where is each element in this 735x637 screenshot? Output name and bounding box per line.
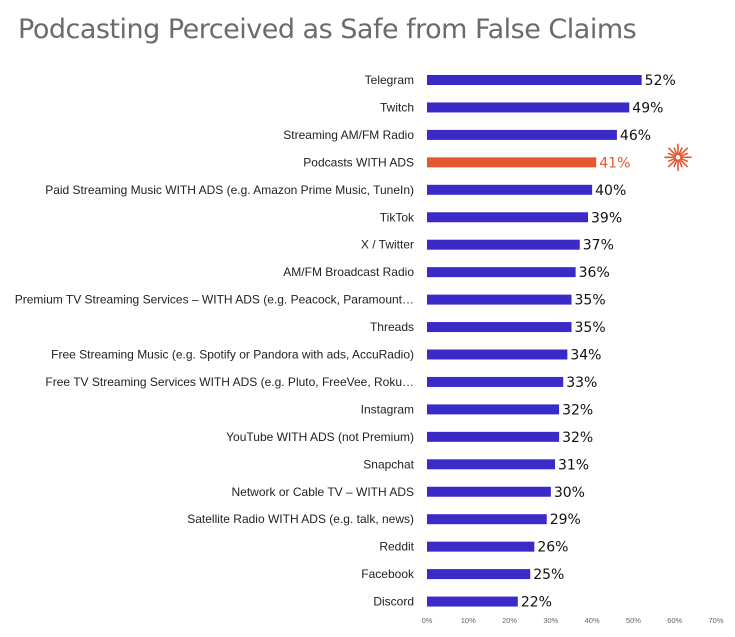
category-label: Facebook xyxy=(361,567,415,581)
value-label: 49% xyxy=(632,100,663,116)
starburst-icon xyxy=(664,143,692,172)
category-label: Satellite Radio WITH ADS (e.g. talk, new… xyxy=(187,512,414,526)
bar xyxy=(427,596,518,607)
value-label: 40% xyxy=(595,183,626,199)
category-label: Podcasts WITH ADS xyxy=(303,155,414,169)
category-label: Twitch xyxy=(380,100,414,114)
bar xyxy=(427,129,617,140)
bar xyxy=(427,486,551,497)
bar xyxy=(427,569,531,580)
category-label: TikTok xyxy=(380,210,415,224)
bar xyxy=(427,102,630,113)
value-label: 32% xyxy=(562,430,593,446)
category-label: Paid Streaming Music WITH ADS (e.g. Amaz… xyxy=(45,183,414,197)
bar xyxy=(427,459,555,470)
bar xyxy=(427,157,597,168)
category-label: Discord xyxy=(373,595,414,609)
category-label: Streaming AM/FM Radio xyxy=(283,128,414,142)
bar xyxy=(427,349,568,360)
value-label: 29% xyxy=(550,512,581,528)
bar xyxy=(427,184,593,195)
value-label: 30% xyxy=(554,485,585,501)
category-label: Free Streaming Music (e.g. Spotify or Pa… xyxy=(51,348,414,362)
category-label: AM/FM Broadcast Radio xyxy=(283,265,414,279)
category-label: Threads xyxy=(370,320,414,334)
value-label: 36% xyxy=(579,265,610,281)
category-label: Snapchat xyxy=(363,457,414,471)
bar xyxy=(427,322,572,333)
value-label: 32% xyxy=(562,402,593,418)
value-label: 52% xyxy=(645,73,676,89)
x-tick-label: 50% xyxy=(626,616,641,625)
value-label: 35% xyxy=(575,293,606,309)
category-label: Network or Cable TV – WITH ADS xyxy=(232,485,415,499)
x-tick-label: 0% xyxy=(422,616,433,625)
category-label: YouTube WITH ADS (not Premium) xyxy=(226,430,414,444)
bar xyxy=(427,75,642,85)
value-label: 37% xyxy=(583,238,614,254)
value-label: 33% xyxy=(566,375,597,391)
bar xyxy=(427,239,580,250)
value-label: 41% xyxy=(599,155,630,171)
value-label: 46% xyxy=(620,128,651,144)
value-label: 25% xyxy=(533,567,564,583)
x-tick-label: 10% xyxy=(461,616,476,625)
bar xyxy=(427,431,560,442)
bar xyxy=(427,514,547,525)
value-label: 31% xyxy=(558,457,589,473)
bar xyxy=(427,294,572,305)
category-label: Instagram xyxy=(361,402,414,416)
x-tick-label: 30% xyxy=(543,616,558,625)
bar xyxy=(427,212,589,223)
value-label: 35% xyxy=(575,320,606,336)
value-label: 39% xyxy=(591,210,622,226)
value-label: 34% xyxy=(570,348,601,364)
x-tick-label: 70% xyxy=(708,616,723,625)
value-label: 22% xyxy=(521,595,552,611)
bar xyxy=(427,404,560,415)
bar xyxy=(427,376,564,387)
category-label: Premium TV Streaming Services – WITH ADS… xyxy=(15,293,414,307)
category-label: Free TV Streaming Services WITH ADS (e.g… xyxy=(45,375,414,389)
x-tick-label: 40% xyxy=(585,616,600,625)
category-label: Telegram xyxy=(365,73,414,87)
value-label: 26% xyxy=(537,540,568,556)
x-tick-label: 20% xyxy=(502,616,517,625)
bar xyxy=(427,541,535,552)
bar xyxy=(427,267,576,278)
chart-title: Podcasting Perceived as Safe from False … xyxy=(18,14,637,45)
category-label: X / Twitter xyxy=(361,238,414,252)
category-label: Reddit xyxy=(379,540,414,554)
x-tick-label: 60% xyxy=(667,616,682,625)
